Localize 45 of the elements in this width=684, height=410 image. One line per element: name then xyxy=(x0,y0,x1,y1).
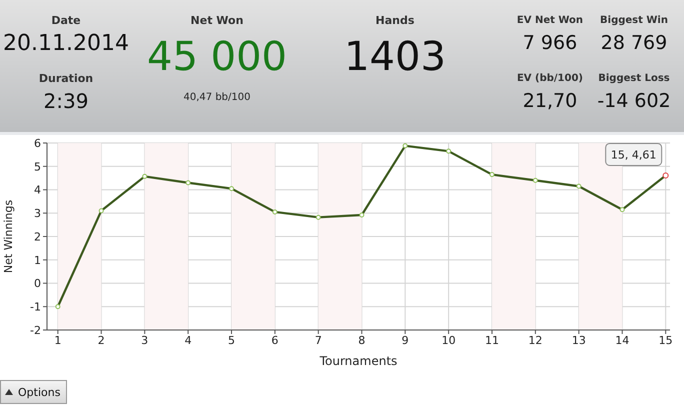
x-tick-label: 5 xyxy=(228,334,236,347)
text: Options xyxy=(18,386,60,398)
x-tick-label: 3 xyxy=(141,334,148,347)
x-tick-label: 7 xyxy=(314,334,322,347)
x-tick-label: 9 xyxy=(402,334,409,347)
text: 20.11.2014 xyxy=(3,31,129,56)
text: Biggest Win xyxy=(600,15,668,26)
y-tick-label: 2 xyxy=(34,230,41,244)
y-tick-label: 1 xyxy=(34,254,41,267)
text: Date xyxy=(50,14,82,28)
x-tick-label: 12 xyxy=(528,334,542,347)
text: -14 602 xyxy=(597,90,671,112)
text: 28 769 xyxy=(600,32,668,54)
y-tick-label: -2 xyxy=(30,324,41,337)
y-tick-label: -1 xyxy=(30,300,41,314)
x-tick-label: 13 xyxy=(572,334,586,347)
text: 2:39 xyxy=(42,89,90,113)
x-tick-label: 11 xyxy=(485,334,499,347)
y-tick-label: 5 xyxy=(34,160,41,174)
text: Net Won xyxy=(190,14,244,28)
annotation: 15, 4,61 xyxy=(610,148,656,162)
y-tick-label: 6 xyxy=(34,136,41,150)
x-tick-label: 6 xyxy=(271,334,278,347)
x-tick-label: 4 xyxy=(184,334,192,347)
text: Biggest Loss xyxy=(598,73,670,84)
x-tick-label: 15 xyxy=(658,334,673,347)
text: 21,70 xyxy=(522,90,578,112)
y-tick-label: 3 xyxy=(34,207,41,220)
x-tick-label: 8 xyxy=(358,334,366,347)
text: EV (bb/100) xyxy=(516,73,584,84)
text: 40,47 bb/100 xyxy=(182,92,252,103)
text: EV Net Won xyxy=(516,15,584,26)
text: Duration xyxy=(38,72,94,85)
x-tick-label: 1 xyxy=(54,334,62,347)
x-tick-label: 2 xyxy=(98,334,105,347)
text: Hands xyxy=(374,14,416,28)
text: 7 966 xyxy=(522,32,578,54)
y-tick-label: 4 xyxy=(34,184,41,197)
x-axis-title: Tournaments xyxy=(318,354,398,368)
y-tick-label: 0 xyxy=(34,277,41,290)
x-tick-label: 14 xyxy=(615,334,630,347)
text: 45 000 xyxy=(146,34,288,80)
y-axis-title: Net Winnings xyxy=(2,200,15,274)
x-tick-label: 10 xyxy=(442,334,456,347)
text: 1403 xyxy=(343,34,447,80)
